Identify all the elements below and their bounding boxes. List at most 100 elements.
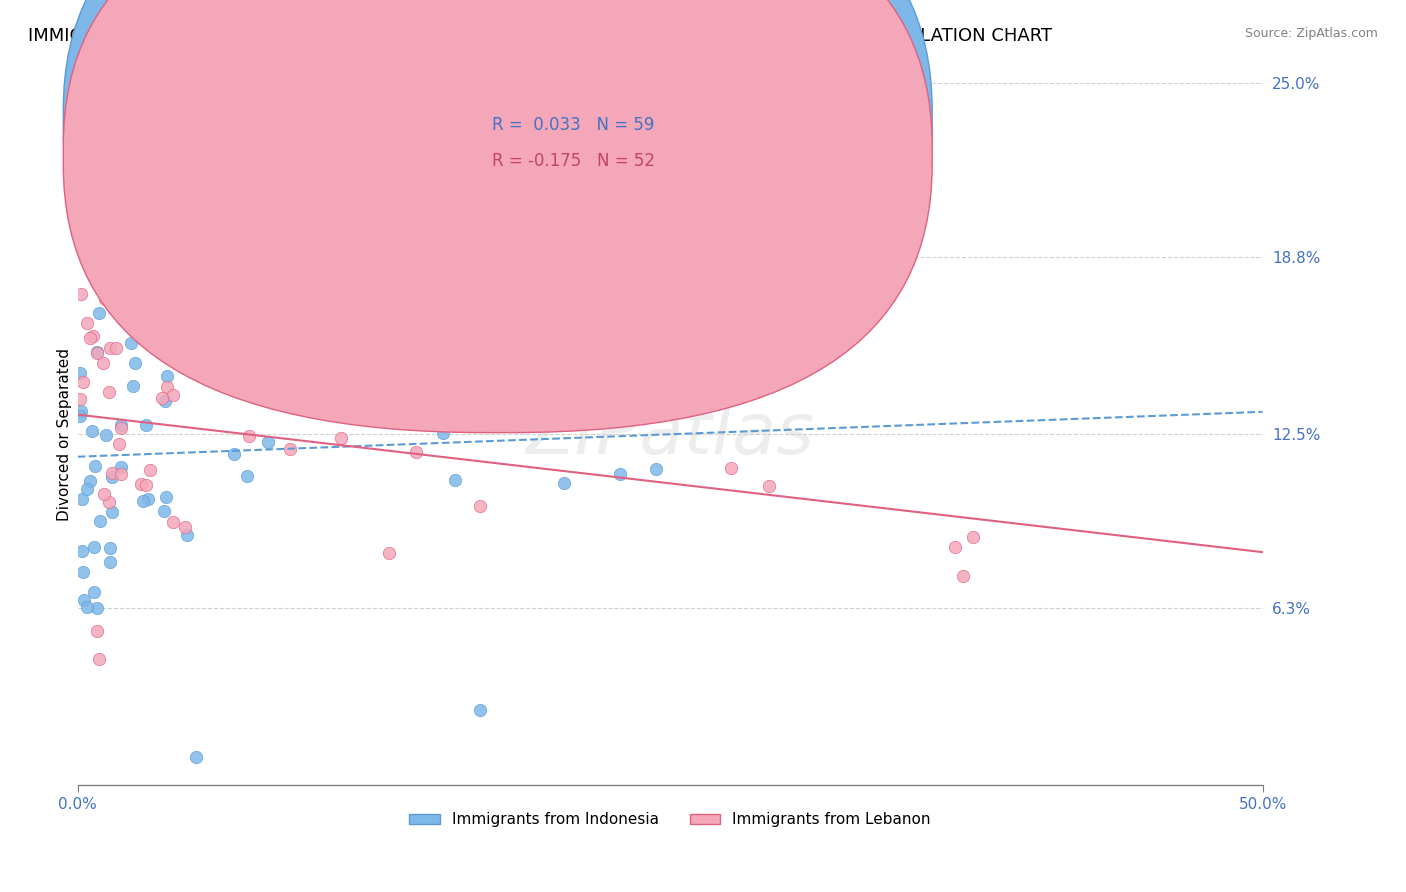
Text: IMMIGRANTS FROM INDONESIA VS IMMIGRANTS FROM LEBANON DIVORCED OR SEPARATED CORRE: IMMIGRANTS FROM INDONESIA VS IMMIGRANTS … — [28, 27, 1052, 45]
Point — [76, 316, 98, 330]
Point — [86, 624, 108, 638]
Point — [79, 331, 101, 345]
Point — [139, 462, 162, 476]
Point — [162, 516, 184, 530]
Point — [76, 600, 98, 615]
Point — [121, 379, 143, 393]
Point — [70, 404, 93, 418]
Text: R =  0.033   N = 59: R = 0.033 N = 59 — [492, 116, 654, 134]
Point — [105, 341, 128, 355]
Point — [93, 356, 115, 370]
Point — [432, 425, 454, 440]
Point — [172, 336, 194, 351]
Point — [69, 366, 91, 380]
Point — [131, 476, 153, 491]
Point — [93, 280, 115, 294]
Point — [609, 467, 631, 481]
Point — [110, 418, 132, 433]
Point — [103, 292, 125, 306]
Point — [101, 470, 124, 484]
Point — [499, 410, 522, 425]
Point — [720, 460, 742, 475]
Point — [155, 490, 177, 504]
Point — [506, 377, 529, 392]
Point — [135, 418, 157, 433]
Point — [236, 469, 259, 483]
Point — [174, 520, 197, 534]
Point — [468, 703, 491, 717]
Point — [70, 287, 93, 301]
Point — [152, 120, 174, 134]
Point — [110, 467, 132, 482]
Point — [257, 434, 280, 449]
Point — [70, 492, 93, 507]
Point — [135, 478, 157, 492]
Point — [73, 592, 96, 607]
Text: ZIPatlas: ZIPatlas — [526, 400, 814, 469]
Point — [110, 459, 132, 474]
Point — [79, 474, 101, 488]
Point — [176, 528, 198, 542]
Point — [96, 188, 118, 202]
Point — [94, 292, 117, 306]
Text: R = -0.175   N = 52: R = -0.175 N = 52 — [492, 152, 655, 169]
Point — [70, 161, 93, 175]
Point — [98, 341, 121, 355]
Point — [131, 493, 153, 508]
Point — [72, 565, 94, 579]
Point — [69, 392, 91, 407]
Point — [132, 326, 155, 340]
Point — [69, 409, 91, 423]
Point — [153, 393, 176, 408]
Point — [86, 346, 108, 360]
Point — [152, 391, 174, 405]
Point — [398, 369, 420, 384]
Point — [387, 356, 409, 370]
Point — [156, 380, 179, 394]
Point — [238, 429, 260, 443]
Point — [76, 482, 98, 496]
Point — [86, 345, 108, 359]
Point — [294, 333, 316, 347]
Point — [97, 495, 120, 509]
Point — [329, 431, 352, 445]
Point — [110, 421, 132, 435]
Point — [153, 504, 176, 518]
Point — [156, 369, 179, 384]
Point — [378, 546, 401, 560]
Point — [87, 652, 110, 666]
Point — [758, 479, 780, 493]
Point — [468, 499, 491, 513]
Point — [72, 375, 94, 389]
Point — [82, 329, 104, 343]
Point — [273, 382, 295, 396]
Point — [349, 343, 371, 357]
Point — [120, 336, 142, 351]
Point — [212, 371, 235, 385]
Point — [373, 342, 395, 356]
Point — [644, 462, 666, 476]
Point — [405, 445, 427, 459]
Point — [87, 306, 110, 320]
Point — [86, 601, 108, 615]
Point — [98, 384, 121, 399]
Point — [333, 311, 356, 326]
Point — [186, 750, 208, 764]
Y-axis label: Divorced or Separated: Divorced or Separated — [58, 348, 72, 521]
Point — [202, 298, 225, 312]
Point — [630, 312, 652, 326]
Point — [84, 459, 107, 474]
Point — [943, 540, 966, 554]
Point — [100, 555, 122, 569]
Point — [108, 437, 131, 451]
Text: Source: ZipAtlas.com: Source: ZipAtlas.com — [1244, 27, 1378, 40]
Point — [553, 475, 575, 490]
Point — [83, 540, 105, 554]
Point — [89, 514, 111, 528]
Point — [278, 442, 301, 457]
Point — [256, 231, 278, 245]
Point — [952, 569, 974, 583]
Legend: Immigrants from Indonesia, Immigrants from Lebanon: Immigrants from Indonesia, Immigrants fr… — [404, 806, 936, 834]
Point — [100, 466, 122, 480]
Point — [962, 530, 984, 544]
